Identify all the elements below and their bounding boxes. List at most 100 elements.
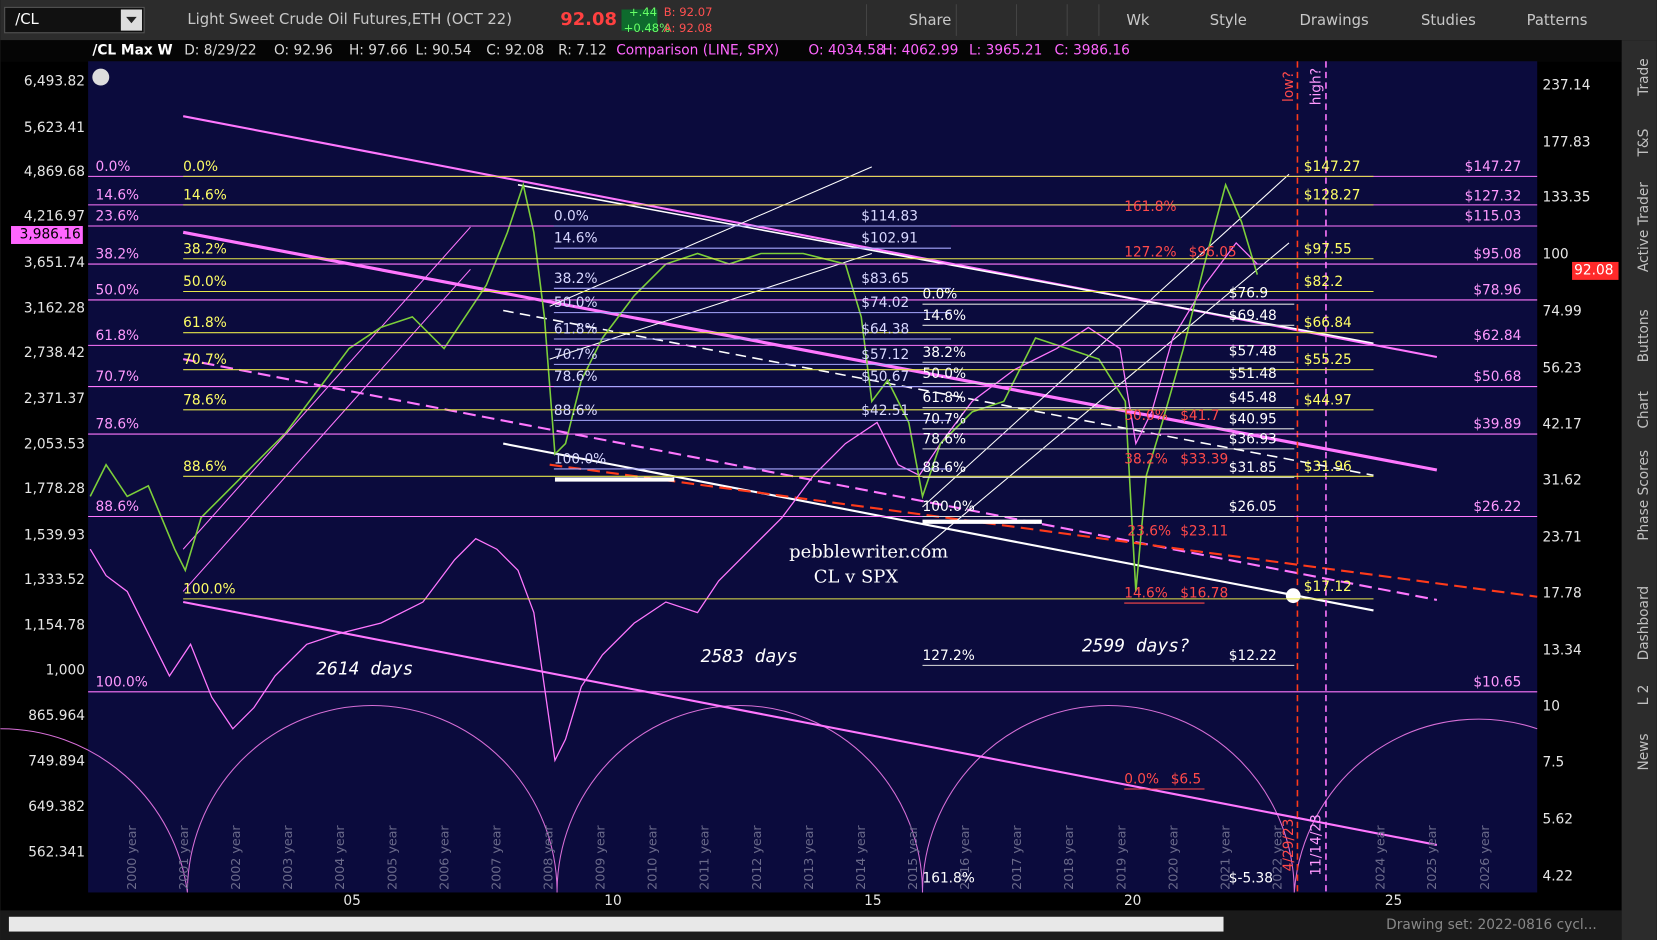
fib-label: $96.05 [1189, 244, 1237, 260]
year-label: 2006 year [436, 825, 451, 890]
change-pct: +0.48% [624, 21, 671, 35]
left-axis-label: 4,869.68 [24, 164, 85, 180]
fib-label: $44.97 [1304, 392, 1352, 408]
sidebar-tab[interactable]: Active Trader [1636, 182, 1652, 272]
fib-label: $69.48 [1229, 308, 1277, 324]
alert-icon[interactable] [92, 68, 110, 86]
fib-label: 88.6% [923, 460, 967, 476]
toolbar-button[interactable]: Drawings [1300, 12, 1369, 29]
year-label: 2008 year [541, 825, 556, 890]
left-axis-label: 2,371.37 [24, 391, 85, 407]
toolbar-button[interactable]: Wk [1126, 12, 1150, 29]
marker-dot [1285, 588, 1301, 604]
channel-line [549, 166, 873, 307]
toolbar-button[interactable]: Studies [1421, 12, 1476, 29]
marker-bar [922, 519, 1042, 524]
right-axis-label: 5.62 [1542, 812, 1573, 828]
fib-label: 0.0% [923, 287, 958, 303]
fib-label: $39.89 [1473, 417, 1521, 433]
header-field: O: 92.96 [274, 43, 333, 59]
left-axis-label: 865.964 [28, 708, 85, 724]
fib-label: $57.12 [861, 347, 909, 363]
price-line [89, 181, 1259, 592]
fib-label: 50.0% [1124, 408, 1168, 424]
fib-label: 14.6% [1124, 586, 1168, 602]
fib-label: 0.0% [96, 159, 131, 175]
trend-line [182, 230, 1438, 472]
cycle-label: 2599 days? [1082, 635, 1190, 656]
fib-label: 14.6% [96, 187, 140, 203]
comparison-field: C: 3986.16 [1055, 43, 1130, 59]
left-axis-label: 2,738.42 [24, 345, 85, 361]
sidebar-tab[interactable]: Dashboard [1636, 586, 1652, 660]
year-label: 2010 year [645, 825, 660, 890]
left-axis-label: 1,154.78 [24, 617, 85, 633]
scroll-thumb[interactable] [8, 916, 1224, 932]
fib-label: 61.8% [554, 322, 598, 338]
toolbar-button[interactable]: Style [1210, 12, 1247, 29]
right-axis-label: 74.99 [1542, 304, 1581, 320]
toolbar-button[interactable]: Patterns [1527, 12, 1588, 29]
price-current: 92.08 [1574, 262, 1613, 278]
sidebar-tab[interactable]: News [1636, 733, 1652, 770]
fib-label: $83.65 [861, 271, 909, 287]
symbol[interactable]: /CL [15, 11, 39, 28]
left-axis-label: 1,539.93 [24, 527, 85, 543]
fib-label: 100.0% [96, 674, 148, 690]
year-label: 2003 year [280, 825, 295, 890]
cycle-arcs [0, 705, 1538, 893]
x-axis-label: 20 [1124, 893, 1141, 909]
header-field: C: 92.08 [486, 43, 544, 59]
spx-current: 3,986.16 [20, 226, 81, 242]
fib-label: $55.25 [1304, 352, 1352, 368]
channel-line [549, 252, 872, 360]
sidebar-tab[interactable]: Chart [1636, 390, 1652, 428]
description: Light Sweet Crude Oil Futures,ETH (OCT 2… [187, 11, 512, 28]
toolbar-button[interactable]: Share [909, 12, 952, 29]
cycle-note: high? [1308, 68, 1324, 105]
left-axis-label: 1,000 [46, 663, 85, 679]
year-label: 2011 year [697, 825, 712, 890]
fib-label: $12.22 [1229, 648, 1277, 664]
fib-label: 78.6% [554, 369, 598, 385]
fib-label: $-5.38 [1229, 871, 1273, 887]
fib-label: 70.7% [183, 352, 227, 368]
fib-label: $33.39 [1180, 451, 1228, 467]
sidebar-tab[interactable]: Trade [1636, 58, 1652, 97]
year-label: 2019 year [1113, 825, 1128, 890]
spx-line [89, 241, 1258, 763]
left-axis-label: 1,778.28 [24, 481, 85, 497]
year-label: 2014 year [853, 825, 868, 890]
fib-label: 14.6% [554, 231, 598, 247]
sidebar-tab[interactable]: Buttons [1636, 309, 1652, 362]
left-axis-label: 649.382 [28, 799, 85, 815]
fib-label: $41.7 [1180, 408, 1219, 424]
year-label: 2018 year [1061, 825, 1076, 890]
sidebar-tab[interactable]: Phase Scores [1636, 450, 1652, 541]
fib-label: $147.27 [1465, 159, 1522, 175]
right-axis-label: 177.83 [1542, 135, 1590, 151]
fib-label: 88.6% [554, 403, 598, 419]
year-label: 2016 year [957, 825, 972, 890]
dropdown-arrow [126, 16, 137, 24]
fib-label: 14.6% [923, 308, 967, 324]
sidebar-tab[interactable]: L 2 [1636, 685, 1652, 706]
year-label: 2021 year [1217, 825, 1232, 890]
status-text: Drawing set: 2022-0816 cycl... [1386, 917, 1597, 933]
toolbar [0, 0, 1657, 41]
fib-label: $17.12 [1304, 579, 1352, 595]
year-label: 2005 year [384, 825, 399, 890]
fib-label: $50.67 [861, 369, 909, 385]
channel-line [182, 268, 471, 592]
sidebar-tab[interactable]: T&S [1636, 129, 1652, 158]
price-current-box [1572, 261, 1619, 280]
fib-label: $76.9 [1229, 286, 1268, 302]
comparison-field: L: 3965.21 [969, 43, 1042, 59]
comparison-name: Comparison (LINE, SPX) [616, 43, 779, 59]
left-axis-label: 1,333.52 [24, 572, 85, 588]
fib-label: $95.08 [1473, 247, 1521, 263]
fib-label: 61.8% [183, 315, 227, 331]
fib-label: 0.0% [1124, 771, 1159, 787]
fib-label: $26.22 [1473, 499, 1521, 515]
fib-label: 38.2% [923, 345, 967, 361]
